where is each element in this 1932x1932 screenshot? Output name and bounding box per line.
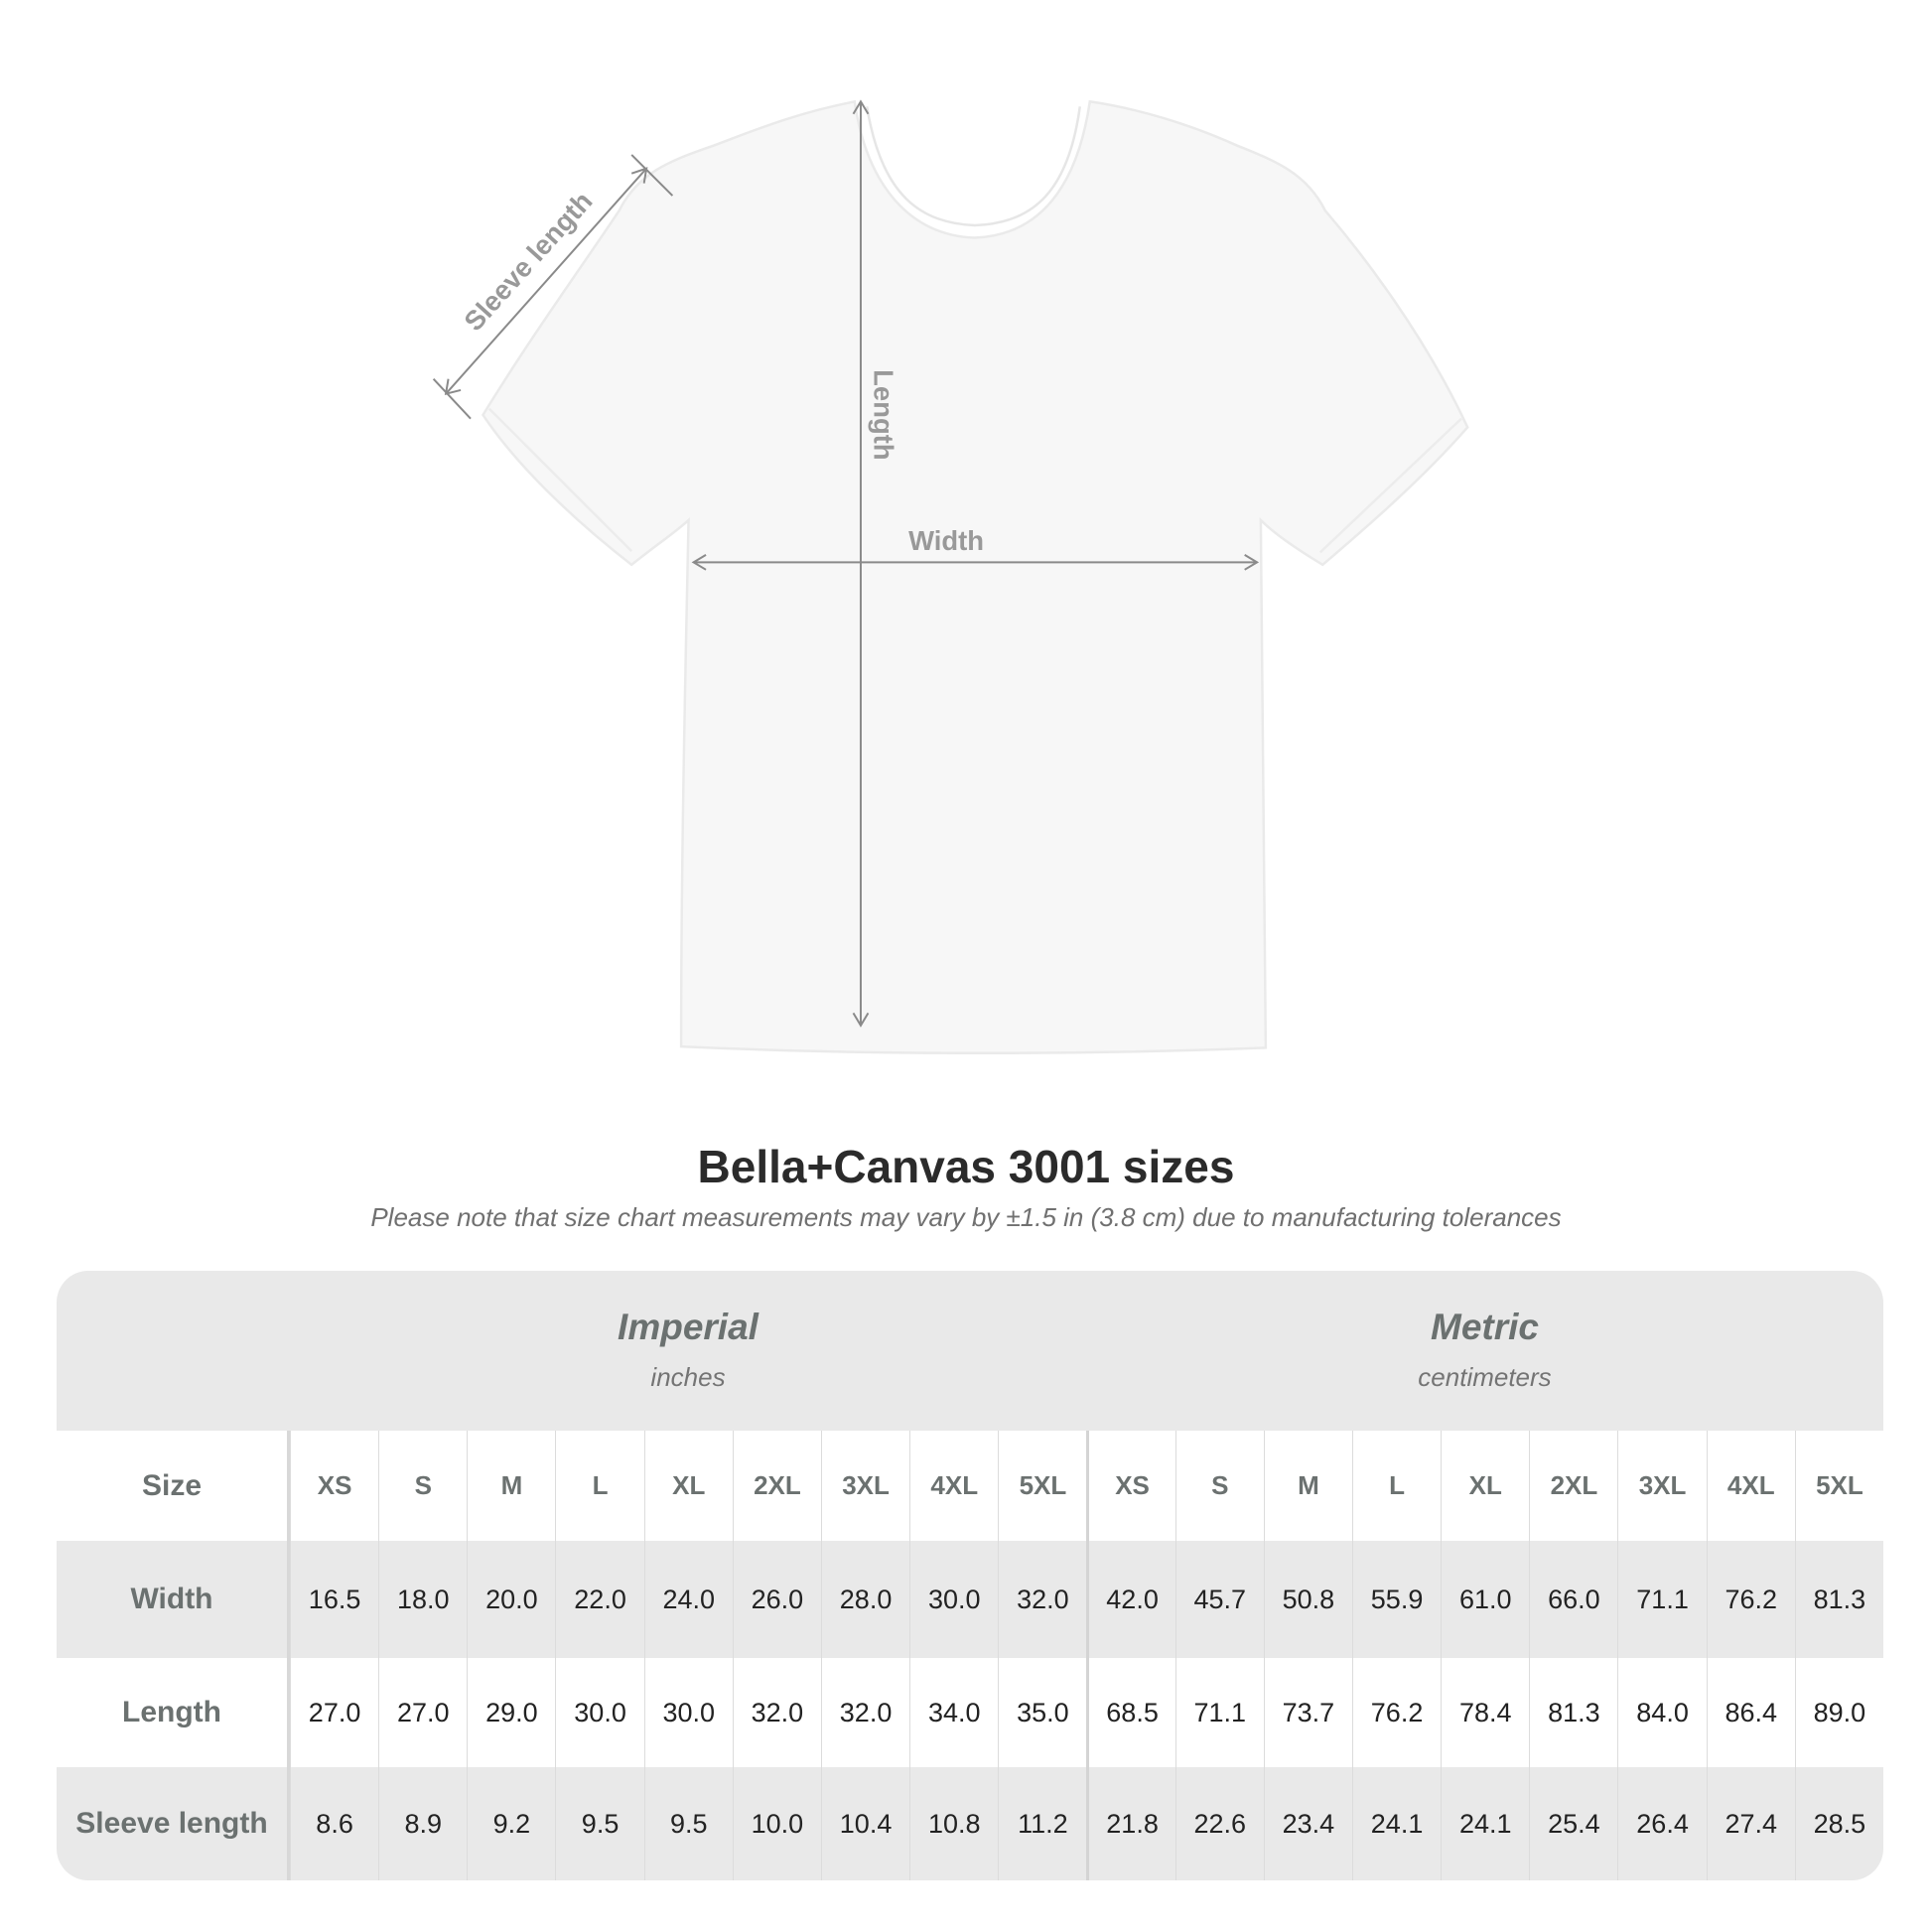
size-header-metric: M xyxy=(1263,1431,1352,1541)
table-cell-imperial: 10.8 xyxy=(909,1767,999,1880)
table-cell-imperial: 9.5 xyxy=(555,1767,644,1880)
metric-unit: centimeters xyxy=(1418,1362,1552,1392)
sleeve-length-arrow xyxy=(432,154,674,420)
table-cell-imperial: 35.0 xyxy=(998,1658,1087,1767)
size-header-metric: XL xyxy=(1441,1431,1530,1541)
size-header-imperial: 3XL xyxy=(820,1431,910,1541)
table-cell-metric: 81.3 xyxy=(1794,1541,1883,1658)
table-cell-imperial: 20.0 xyxy=(467,1541,556,1658)
table-cell-metric: 78.4 xyxy=(1441,1658,1530,1767)
size-header-metric: 3XL xyxy=(1617,1431,1707,1541)
size-grid: Size XS S M L XL 2XL 3XL 4XL 5XL XS S M L XL 2XL 3XL 4XL 5… xyxy=(57,1431,1883,1880)
row-label-size: Size xyxy=(57,1431,290,1541)
table-cell-imperial: 10.4 xyxy=(820,1767,910,1880)
table-cell-metric: 81.3 xyxy=(1529,1658,1618,1767)
table-cell-imperial: 30.0 xyxy=(909,1541,999,1658)
table-cell-imperial: 27.0 xyxy=(378,1658,468,1767)
table-cell-imperial: 8.6 xyxy=(290,1767,379,1880)
table-cell-metric: 23.4 xyxy=(1263,1767,1352,1880)
table-cell-imperial: 30.0 xyxy=(643,1658,733,1767)
table-cell-imperial: 32.0 xyxy=(820,1658,910,1767)
table-cell-metric: 86.4 xyxy=(1706,1658,1795,1767)
sleeve-hem-right xyxy=(1318,417,1462,554)
table-cell-imperial: 24.0 xyxy=(643,1541,733,1658)
metric-title: Metric xyxy=(1431,1307,1539,1347)
tolerance-note: Please note that size chart measurements… xyxy=(370,1202,1562,1232)
table-cell-imperial: 16.5 xyxy=(290,1541,379,1658)
imperial-unit: inches xyxy=(650,1362,726,1392)
table-cell-imperial: 28.0 xyxy=(820,1541,910,1658)
table-header-band xyxy=(57,1271,1883,1431)
size-header-imperial: 2XL xyxy=(732,1431,821,1541)
table-cell-metric: 76.2 xyxy=(1706,1541,1795,1658)
table-cell-metric: 27.4 xyxy=(1706,1767,1795,1880)
imperial-title: Imperial xyxy=(618,1307,759,1347)
table-cell-metric: 21.8 xyxy=(1086,1767,1175,1880)
size-table: Imperial inches Metric centimeters Size X… xyxy=(57,1271,1883,1880)
table-cell-imperial: 32.0 xyxy=(998,1541,1087,1658)
collar-seam xyxy=(865,106,1082,227)
table-cell-metric: 42.0 xyxy=(1086,1541,1175,1658)
size-header-imperial: XS xyxy=(290,1431,379,1541)
table-cell-metric: 25.4 xyxy=(1529,1767,1618,1880)
imperial-header: Imperial inches xyxy=(290,1271,1086,1431)
table-cell-imperial: 9.5 xyxy=(643,1767,733,1880)
table-cell-metric: 68.5 xyxy=(1086,1658,1175,1767)
size-header-metric: L xyxy=(1351,1431,1442,1541)
table-cell-metric: 84.0 xyxy=(1617,1658,1707,1767)
table-cell-imperial: 32.0 xyxy=(732,1658,821,1767)
length-arrow xyxy=(852,99,870,1028)
table-cell-metric: 28.5 xyxy=(1794,1767,1883,1880)
tshirt-shape xyxy=(482,99,1469,1055)
row-label: Width xyxy=(57,1541,290,1658)
row-label: Length xyxy=(57,1658,290,1767)
page-title: Bella+Canvas 3001 sizes xyxy=(697,1141,1235,1192)
width-label: Width xyxy=(908,525,984,556)
size-header-metric: XS xyxy=(1086,1431,1175,1541)
table-cell-metric: 73.7 xyxy=(1263,1658,1352,1767)
size-header-metric: 5XL xyxy=(1794,1431,1883,1541)
table-cell-metric: 61.0 xyxy=(1441,1541,1530,1658)
size-header-imperial: XL xyxy=(643,1431,733,1541)
table-cell-imperial: 11.2 xyxy=(998,1767,1087,1880)
table-cell-imperial: 9.2 xyxy=(467,1767,556,1880)
table-cell-imperial: 10.0 xyxy=(732,1767,821,1880)
size-header-imperial: L xyxy=(555,1431,644,1541)
table-cell-metric: 50.8 xyxy=(1263,1541,1352,1658)
size-header-metric: 2XL xyxy=(1529,1431,1618,1541)
table-cell-imperial: 34.0 xyxy=(909,1658,999,1767)
width-arrow xyxy=(691,553,1260,571)
table-cell-imperial: 29.0 xyxy=(467,1658,556,1767)
size-header-metric: 4XL xyxy=(1706,1431,1795,1541)
table-cell-imperial: 18.0 xyxy=(378,1541,468,1658)
table-cell-metric: 26.4 xyxy=(1617,1767,1707,1880)
table-cell-metric: 45.7 xyxy=(1174,1541,1264,1658)
sleeve-hem-left xyxy=(487,407,633,552)
table-cell-metric: 71.1 xyxy=(1617,1541,1707,1658)
size-header-imperial: S xyxy=(378,1431,468,1541)
size-header-imperial: 5XL xyxy=(998,1431,1087,1541)
metric-header: Metric centimeters xyxy=(1086,1271,1883,1431)
row-label: Sleeve length xyxy=(57,1767,290,1880)
table-cell-imperial: 8.9 xyxy=(378,1767,468,1880)
size-header-imperial: M xyxy=(467,1431,556,1541)
table-cell-metric: 71.1 xyxy=(1174,1658,1264,1767)
length-label: Length xyxy=(869,369,899,460)
size-header-imperial: 4XL xyxy=(909,1431,999,1541)
table-cell-imperial: 22.0 xyxy=(555,1541,644,1658)
table-cell-imperial: 26.0 xyxy=(732,1541,821,1658)
table-cell-imperial: 30.0 xyxy=(555,1658,644,1767)
table-cell-metric: 55.9 xyxy=(1351,1541,1442,1658)
table-cell-metric: 76.2 xyxy=(1351,1658,1442,1767)
table-cell-metric: 22.6 xyxy=(1174,1767,1264,1880)
table-cell-metric: 66.0 xyxy=(1529,1541,1618,1658)
size-header-metric: S xyxy=(1174,1431,1264,1541)
table-cell-metric: 24.1 xyxy=(1441,1767,1530,1880)
table-cell-metric: 24.1 xyxy=(1351,1767,1442,1880)
table-cell-metric: 89.0 xyxy=(1794,1658,1883,1767)
table-cell-imperial: 27.0 xyxy=(290,1658,379,1767)
